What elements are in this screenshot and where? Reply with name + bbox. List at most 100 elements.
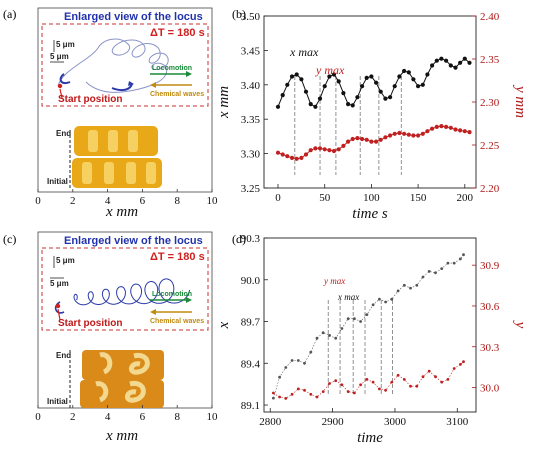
chart-b-ylabel-right: y mm (512, 84, 528, 118)
chart-b-series-x-point (346, 102, 351, 107)
panel-c-return-arrow-icon (54, 301, 65, 314)
panel-a-locomotion-arrowhead-icon (186, 71, 192, 77)
chart-b-series-x-point (383, 96, 388, 101)
chart-d-xtick-label: 3000 (384, 416, 407, 428)
chart-d-ytick-label: 90.0 (241, 275, 261, 287)
chart-b-series-y-point (378, 137, 383, 142)
chart-d-xtick-label: 2900 (322, 416, 345, 428)
chart-b-plot: 0 50 100 150 200 3.25 3.30 3.35 3.40 3.45 3.50 2.20… (216, 11, 528, 222)
chart-b-series-y-point (392, 131, 397, 136)
chart-d-ytick-right-label: 30.0 (480, 383, 500, 395)
chart-b-ytick-right-label: 2.25 (480, 140, 500, 152)
chart-b-series-x-point (467, 60, 472, 65)
chart-b-ytick-label: 3.30 (241, 149, 261, 161)
panel_c-xtick-label: 2 (70, 411, 76, 423)
panel-d: (d) 2800 2900 3000 3100 89.1 89.4 89.7 90.0 90.3… (216, 232, 528, 446)
chart-d-series-y-point (446, 378, 450, 381)
chart-b-series-x-point (416, 84, 421, 89)
chart-b-series-x-point (430, 63, 435, 68)
chart-b-series-y-point (294, 156, 299, 161)
chart-d-series-x-point (415, 283, 419, 287)
chart-d-series-x-point (409, 286, 412, 290)
chart-d-series-x-point (315, 336, 319, 340)
chart-b-series-y-point (308, 148, 313, 153)
chart-d-series-y-point (402, 378, 406, 381)
panel_a-xtick-label: 4 (105, 195, 111, 207)
panel-a-locus-trajectory (57, 38, 169, 93)
chart-d-series-y-point (328, 382, 331, 385)
chart-b-series-x-point (448, 63, 453, 68)
chart-b-ytick-label: 3.40 (241, 80, 261, 92)
chart-b-series-x-point (420, 82, 425, 87)
chart-d-series-y-point (309, 392, 313, 396)
chart-b-series-x-point (360, 84, 365, 89)
chart-d-series-y-point (378, 387, 381, 391)
chart-d-xlabel: time (357, 430, 383, 446)
panel-c-waves-arrowhead-icon (150, 309, 156, 315)
panel-a-x-axis: 0 2 4 6 8 10 (35, 189, 218, 207)
chart-d-series-x-point (378, 297, 381, 301)
chart-b-series-x-point (439, 56, 444, 61)
panel-c-initial-label: Initial (47, 397, 68, 406)
chart-b-series-y-point (444, 124, 449, 129)
chart-d-series-x-point (462, 253, 465, 257)
panel-a-direction-arrow-icon (111, 83, 133, 92)
chart-b-series-y-point (313, 146, 318, 151)
chart-b-ylabel: x mm (216, 86, 232, 119)
chart-b-series-y-point (383, 135, 388, 140)
panel-a-frame (37, 7, 213, 193)
chart-b-series-x-point (392, 84, 397, 89)
panel_c-xtick-label: 8 (174, 411, 180, 423)
panel-a-gel-initial (72, 158, 162, 188)
chart-b-series-y-point (346, 139, 351, 144)
chart-b-series-x-point (341, 91, 346, 96)
chart-b-xtick-label: 150 (410, 192, 427, 204)
panel_a-xtick-label: 10 (207, 195, 219, 207)
chart-b-series-x-point (355, 95, 360, 100)
chart-b-series-y-point (402, 131, 407, 136)
chart-d-series-x-point (296, 359, 300, 362)
chart-b-series-y-point (420, 131, 425, 136)
chart-d-series-y-point (315, 395, 319, 399)
chart-d-xtick-label: 2800 (259, 416, 282, 428)
chart-b-series-y-point (341, 143, 346, 148)
chart-d-ylabel-right: y (512, 320, 528, 329)
panel-a-delta-t: ΔT = 180 s (150, 27, 205, 39)
chart-b-series-y-point (467, 130, 472, 135)
chart-b-series-x-point (331, 72, 337, 77)
chart-d-series-x-point (371, 303, 375, 307)
chart-d-ylabel: x (216, 321, 232, 329)
chart-d-series-y-point (321, 390, 325, 393)
chart-d-series-y-point (409, 384, 412, 388)
chart-d-series-x-point (365, 313, 369, 316)
chart-b-series-x-point (294, 72, 299, 77)
panel-c-scale-v: 5 μm (56, 256, 75, 265)
chart-b-series-y-point (462, 129, 467, 134)
chart-b-series-x-point (299, 77, 304, 82)
chart-d-axes-frame (263, 237, 477, 413)
chart-b-series-y-point (350, 136, 355, 142)
panel-c: (c) Enlarged view of the locus ΔT = 180 … (3, 231, 218, 444)
panel-a-gel-end-waves (88, 130, 138, 152)
panel-c-inset-box (41, 247, 209, 331)
panel-c-delta-t: ΔT = 180 s (150, 251, 205, 263)
chart-b-series-x-point (411, 77, 416, 82)
panel-c-locomotion-arrowhead-icon (186, 297, 192, 303)
chart-b-ytick-right-label: 2.30 (480, 97, 500, 109)
panel-a-locomotion: Locomotion (152, 65, 192, 72)
chart-b-series-x-point (289, 74, 295, 79)
chart-b-series-y-point (369, 139, 374, 144)
chart-b-series-y-point (411, 133, 416, 138)
panel-c-gel-initial (80, 380, 164, 408)
panel-c-locus-spiral (73, 278, 191, 306)
chart-b-series-y-point (331, 148, 337, 154)
chart-d-series-y-point (303, 388, 306, 392)
chart-b-series-x-point (462, 56, 467, 61)
chart-d-series-x-point (427, 270, 431, 273)
chart-d-ytick-label: 89.7 (241, 317, 261, 329)
chart-d-series-y-point (365, 378, 369, 381)
chart-d-annotation: x max (337, 292, 359, 302)
chart-b-series-y-point (289, 155, 295, 160)
panel-c-gel-initial-spiral-waves (95, 380, 146, 403)
